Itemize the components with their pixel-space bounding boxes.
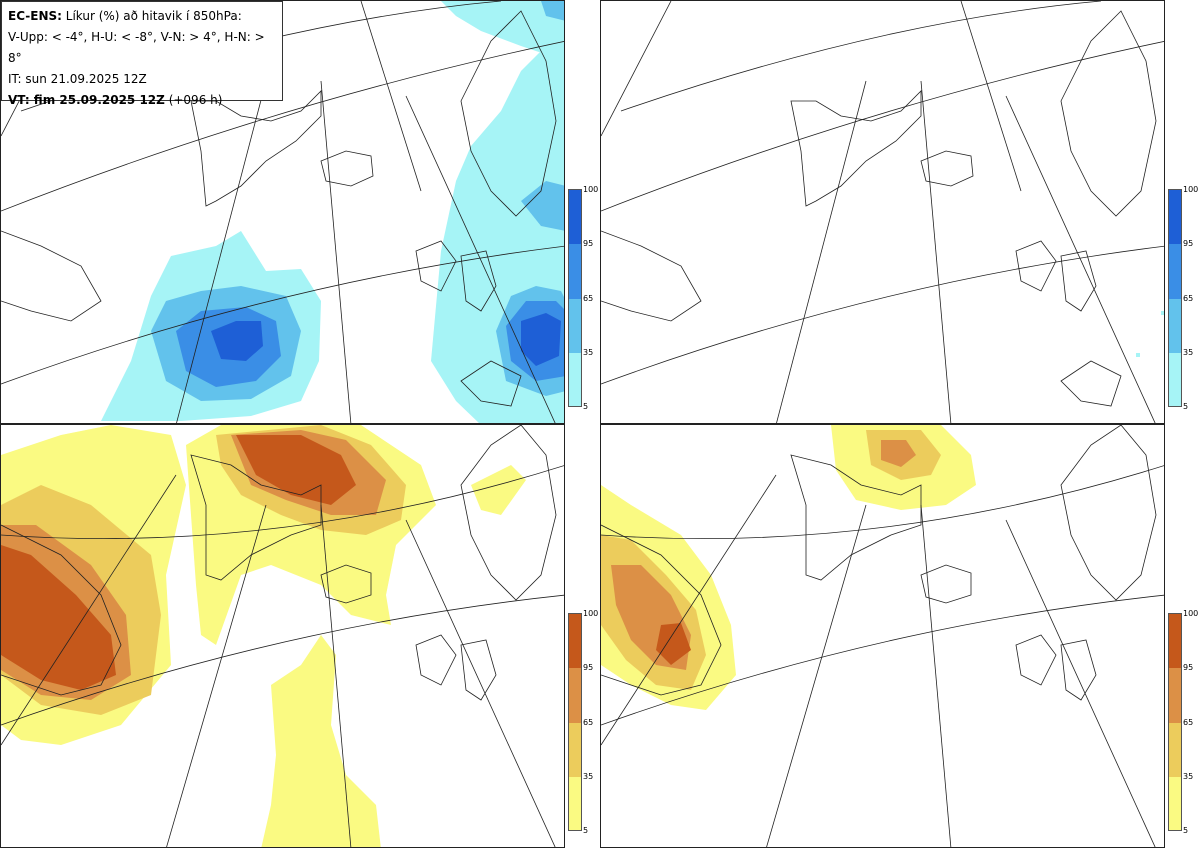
colorbar-label: 95 (583, 239, 594, 248)
probability-field-cold (1136, 311, 1164, 357)
colorbar-cold-2 (1168, 189, 1182, 407)
title-line-4: VT: fim 25.09.2025 12Z (+096 h) (8, 93, 223, 107)
title-line-3: IT: sun 21.09.2025 12Z (8, 72, 147, 86)
colorbar-label: 35 (583, 348, 594, 357)
graticule (601, 1, 1164, 423)
colorbar-label: 95 (1183, 663, 1194, 672)
colorbar-label: 65 (583, 294, 594, 303)
colorbar-warm-2 (1168, 613, 1182, 831)
colorbar-label: 5 (1183, 826, 1189, 835)
colorbar-label: 65 (1183, 718, 1194, 727)
colorbar-label: 100 (583, 185, 599, 194)
colorbar-label: 100 (583, 609, 599, 618)
colorbar-label: 65 (583, 718, 594, 727)
colorbar-label: 95 (1183, 239, 1194, 248)
map-panel-upper-right (600, 0, 1165, 424)
graticule (1, 465, 564, 847)
graticule (1, 1, 564, 423)
colorbar-label: 35 (1183, 772, 1194, 781)
probability-field-cold (101, 1, 564, 423)
coastlines (601, 425, 1157, 701)
colorbar-label: 5 (583, 826, 589, 835)
graticule (601, 465, 1164, 847)
title-line-1: EC-ENS: Líkur (%) að hitavik í 850hPa: (8, 9, 242, 23)
title-line-2: V-Upp: < -4°, H-U: < -8°, V-N: > 4°, H-N… (8, 30, 265, 65)
colorbar-cold-1 (568, 189, 582, 407)
coastlines (601, 10, 1157, 407)
coastlines (1, 10, 557, 407)
colorbar-label: 100 (1183, 609, 1199, 618)
map-upper-left (1, 1, 564, 423)
colorbar-label: 95 (583, 663, 594, 672)
colorbar-label: 35 (1183, 348, 1194, 357)
probability-field-warm (601, 425, 976, 710)
map-panel-lower-left (0, 424, 565, 848)
probability-field-warm (1, 425, 526, 847)
colorbar-label: 65 (1183, 294, 1194, 303)
coastlines (1, 425, 557, 701)
colorbar-warm-1 (568, 613, 582, 831)
map-panel-upper-left: EC-ENS: Líkur (%) að hitavik í 850hPa: V… (0, 0, 565, 424)
map-lower-right (601, 425, 1164, 847)
colorbar-label: 100 (1183, 185, 1199, 194)
map-panel-lower-right (600, 424, 1165, 848)
colorbar-label: 35 (583, 772, 594, 781)
map-upper-right (601, 1, 1164, 423)
map-lower-left (1, 425, 564, 847)
title-legend: EC-ENS: Líkur (%) að hitavik í 850hPa: V… (1, 1, 283, 107)
colorbar-label: 5 (1183, 402, 1189, 411)
colorbar-label: 5 (583, 402, 589, 411)
